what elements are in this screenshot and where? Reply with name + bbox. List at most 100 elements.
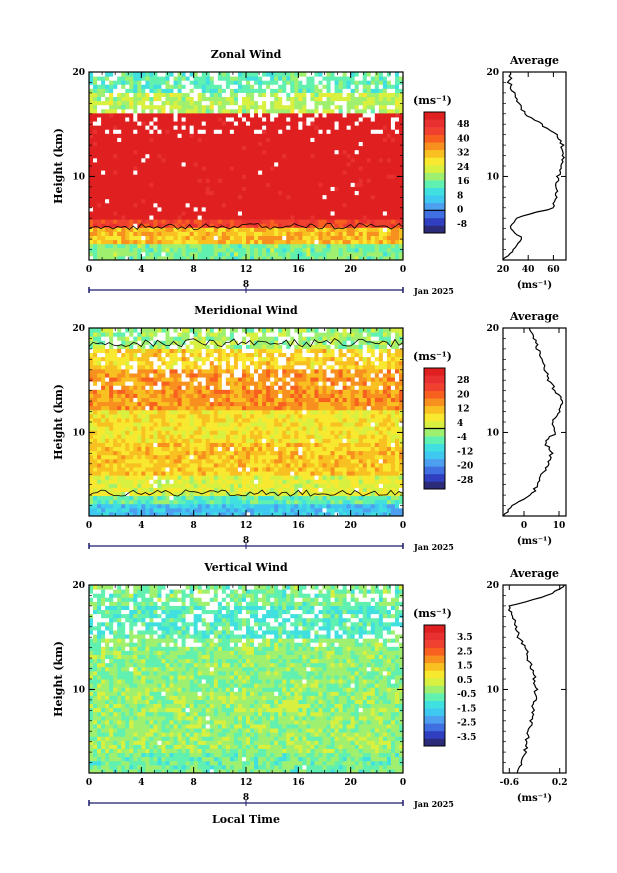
heatmap-cell [217, 507, 223, 513]
heatmap-cell [398, 178, 404, 183]
heatmap-cell [137, 149, 142, 155]
heatmap-cell [193, 125, 199, 130]
heatmap-cell [89, 133, 94, 138]
heatmap-cell [258, 161, 263, 167]
heatmap-cell [237, 462, 243, 468]
heatmap-cell [310, 190, 315, 196]
heatmap-cell [398, 190, 404, 196]
heatmap-cell [237, 88, 243, 93]
heatmap-cell [105, 100, 110, 106]
heatmap-cell [382, 198, 388, 204]
heatmap-cell [302, 104, 307, 110]
heatmap-cell [89, 137, 94, 142]
heatmap-cell [193, 479, 199, 484]
heatmap-cell [173, 88, 179, 93]
heatmap-cell [358, 198, 364, 204]
heatmap-cell [185, 223, 191, 228]
heatmap-cell [306, 202, 311, 208]
heatmap-cell [330, 178, 336, 183]
heatmap-cell [169, 186, 175, 192]
heatmap-cell [386, 137, 392, 142]
heatmap-cell [334, 125, 340, 130]
heatmap-cell [241, 145, 247, 151]
heatmap-cell [169, 100, 175, 106]
heatmap-cell [109, 76, 114, 81]
heatmap-cell [157, 137, 162, 142]
heatmap-cell [205, 198, 211, 204]
heatmap-cell [93, 483, 98, 488]
heatmap-cell [137, 471, 142, 476]
heatmap-cell [354, 466, 360, 472]
heatmap-cell [342, 116, 348, 122]
heatmap-cell [165, 210, 171, 216]
heatmap-cell [237, 72, 243, 77]
heatmap-cell [290, 206, 295, 212]
heatmap-cell [145, 206, 150, 212]
heatmap-cell [266, 206, 271, 212]
heatmap-cell [221, 121, 227, 126]
heatmap-cell [181, 161, 187, 167]
heatmap-cell [310, 239, 315, 245]
heatmap-cell [394, 88, 400, 93]
heatmap-cell [213, 149, 219, 155]
heatmap-cell [382, 104, 388, 110]
heatmap-cell [213, 227, 219, 232]
heatmap-cell [165, 206, 171, 212]
heatmap-cell [266, 454, 271, 460]
heatmap-cell [278, 141, 283, 147]
heatmap-cell [286, 129, 291, 134]
heatmap-cell [342, 483, 348, 488]
heatmap-cell [262, 174, 267, 179]
heatmap-cell [370, 186, 376, 192]
heatmap-cell [290, 174, 295, 179]
heatmap-cell [334, 178, 340, 183]
heatmap-cell [382, 215, 388, 220]
heatmap-cell [246, 466, 251, 472]
heatmap-cell [185, 178, 191, 183]
heatmap-cell [93, 121, 98, 126]
heatmap-cell [262, 72, 267, 77]
heatmap-cell [318, 499, 323, 505]
heatmap-cell [217, 174, 223, 179]
heatmap-cell [286, 84, 291, 89]
heatmap-cell [302, 76, 307, 81]
heatmap-cell [145, 153, 150, 159]
heatmap-cell [290, 178, 295, 183]
heatmap-cell [378, 190, 384, 196]
heatmap-cell [330, 129, 336, 134]
heatmap-cell [378, 487, 384, 492]
heatmap-cell [125, 251, 130, 257]
heatmap-cell [133, 108, 138, 114]
heatmap-cell [370, 141, 376, 147]
heatmap-cell [197, 178, 203, 183]
heatmap-cell [225, 133, 231, 138]
heatmap-cell [237, 251, 243, 257]
heatmap-cell [185, 231, 191, 236]
heatmap-cell [141, 247, 146, 253]
heatmap-cell [133, 121, 138, 126]
colorbar-tick-label: 48 [457, 120, 470, 130]
heatmap-cell [322, 190, 328, 196]
heatmap-cell [390, 72, 396, 77]
heatmap-cell [374, 178, 380, 183]
heatmap-cell [266, 157, 271, 163]
heatmap-cell [169, 255, 175, 261]
heatmap-cell [133, 462, 138, 468]
heatmap-cell [306, 511, 311, 517]
heatmap-cell [149, 96, 154, 102]
heatmap-cell [173, 125, 179, 130]
heatmap-cell [378, 483, 384, 488]
heatmap-cell [282, 137, 287, 142]
heatmap-cell [133, 72, 138, 77]
heatmap-cell [113, 174, 118, 179]
heatmap-cell [334, 215, 340, 220]
heatmap-cell [290, 239, 295, 245]
heatmap-cell [358, 121, 364, 126]
heatmap-cell [294, 137, 299, 142]
heatmap-cell [262, 219, 267, 224]
heatmap-cell [117, 487, 122, 492]
heatmap-cell [334, 503, 340, 509]
heatmap-cell [274, 149, 279, 155]
heatmap-cell [205, 466, 211, 472]
heatmap-cell [386, 104, 392, 110]
